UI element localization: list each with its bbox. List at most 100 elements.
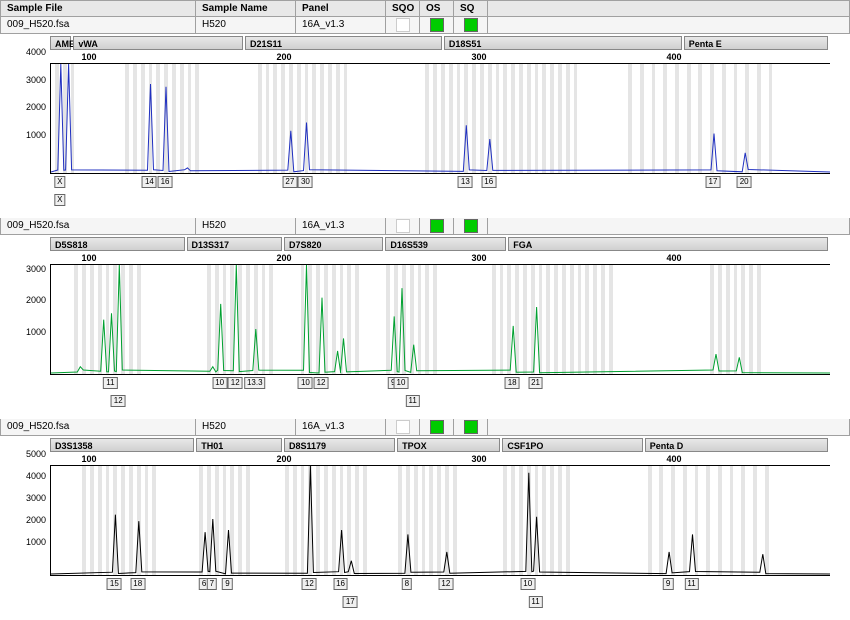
- col-sq: SQ: [454, 1, 488, 16]
- y-tick-label: 1000: [26, 130, 46, 140]
- chart-container: 1002003004001000200030004000500015186791…: [50, 454, 830, 612]
- sample-name: H520: [196, 17, 296, 33]
- column-header-row: Sample File Sample Name Panel SQO OS SQ: [0, 0, 850, 17]
- locus-segment[interactable]: TH01: [196, 438, 282, 452]
- locus-segment[interactable]: Penta D: [645, 438, 828, 452]
- y-tick-label: 4000: [26, 47, 46, 57]
- trace-line: [51, 466, 830, 574]
- x-axis: 100200300400: [50, 253, 830, 265]
- allele-call[interactable]: 11: [684, 578, 698, 590]
- allele-call[interactable]: 10: [298, 377, 313, 389]
- allele-call[interactable]: 11: [406, 395, 420, 407]
- locus-segment[interactable]: D5S818: [50, 237, 185, 251]
- locus-segment[interactable]: AMEL: [50, 36, 71, 50]
- sqo-status: [386, 17, 420, 33]
- status-ok-icon: [464, 18, 478, 32]
- allele-call[interactable]: 30: [298, 176, 313, 188]
- y-tick-label: 3000: [26, 493, 46, 503]
- plot-area[interactable]: [50, 64, 830, 174]
- trace-line: [51, 64, 830, 172]
- y-tick-label: 2000: [26, 102, 46, 112]
- col-panel: Panel: [296, 1, 386, 16]
- allele-call[interactable]: 15: [107, 578, 122, 590]
- y-axis: 10002000300040005000: [10, 454, 48, 612]
- allele-call[interactable]: 27: [282, 176, 297, 188]
- allele-call[interactable]: 13.3: [244, 377, 266, 389]
- locus-segment[interactable]: D13S317: [187, 237, 283, 251]
- allele-call[interactable]: 12: [314, 377, 329, 389]
- allele-call[interactable]: X: [54, 194, 65, 206]
- sample-file: 009_H520.fsa: [1, 218, 196, 234]
- status-ok-icon: [430, 18, 444, 32]
- locus-segment[interactable]: Penta E: [684, 36, 828, 50]
- os-status: [420, 17, 454, 33]
- x-tick-label: 100: [81, 454, 96, 464]
- locus-segment[interactable]: D16S539: [385, 237, 506, 251]
- allele-call[interactable]: 17: [343, 596, 358, 608]
- sample-file: 009_H520.fsa: [1, 17, 196, 33]
- trace-svg: [51, 64, 830, 174]
- locus-segment[interactable]: TPOX: [397, 438, 500, 452]
- allele-call[interactable]: 12: [302, 578, 317, 590]
- allele-call[interactable]: 10: [394, 377, 409, 389]
- x-tick-label: 400: [666, 454, 681, 464]
- allele-call[interactable]: 7: [207, 578, 217, 590]
- y-tick-label: 2000: [26, 295, 46, 305]
- locus-segment[interactable]: CSF1PO: [502, 438, 642, 452]
- allele-call[interactable]: 10: [212, 377, 227, 389]
- allele-call[interactable]: 9: [663, 578, 673, 590]
- x-tick-label: 400: [666, 52, 681, 62]
- allele-call[interactable]: 14: [142, 176, 157, 188]
- allele-call[interactable]: 8: [402, 578, 412, 590]
- x-tick-label: 300: [471, 52, 486, 62]
- status-ok-icon: [464, 219, 478, 233]
- plot-area[interactable]: [50, 265, 830, 375]
- electropherogram-panel: 009_H520.fsaH52016A_v1.3 AMELvWAD21S11D18…: [0, 17, 850, 210]
- locus-segment[interactable]: vWA: [73, 36, 243, 50]
- y-tick-label: 3000: [26, 75, 46, 85]
- allele-call[interactable]: 12: [111, 395, 126, 407]
- allele-call[interactable]: 11: [103, 377, 117, 389]
- locus-segment[interactable]: D18S51: [444, 36, 682, 50]
- locus-bar: D3S1358TH01D8S1179TPOXCSF1POPenta D: [50, 438, 830, 452]
- chart-container: 1002003004001000200030004000X14162730131…: [50, 52, 830, 210]
- electropherogram-panel: 009_H520.fsaH52016A_v1.3 D3S1358TH01D8S11…: [0, 419, 850, 612]
- allele-call[interactable]: 9: [222, 578, 232, 590]
- allele-call[interactable]: 13: [458, 176, 473, 188]
- trace-svg: [51, 265, 830, 375]
- panel-name: 16A_v1.3: [296, 218, 386, 234]
- allele-label-row: 11101213.310129101821: [50, 377, 830, 393]
- x-axis: 100200300400: [50, 52, 830, 64]
- os-status: [420, 419, 454, 435]
- allele-call[interactable]: X: [54, 176, 65, 188]
- sample-file: 009_H520.fsa: [1, 419, 196, 435]
- electropherogram-panel: 009_H520.fsaH52016A_v1.3D5S818D13S317D7S…: [0, 218, 850, 411]
- allele-call[interactable]: 16: [481, 176, 496, 188]
- sq-status: [454, 17, 488, 33]
- col-sample-name: Sample Name: [196, 1, 296, 16]
- allele-call[interactable]: 18: [505, 377, 520, 389]
- locus-segment[interactable]: D3S1358: [50, 438, 194, 452]
- sample-info-row: 009_H520.fsaH52016A_v1.3: [0, 419, 850, 436]
- status-empty-icon: [396, 420, 410, 434]
- allele-call[interactable]: 18: [130, 578, 145, 590]
- allele-call[interactable]: 21: [528, 377, 543, 389]
- locus-segment[interactable]: D21S11: [245, 36, 442, 50]
- allele-call[interactable]: 10: [520, 578, 535, 590]
- status-empty-icon: [396, 18, 410, 32]
- locus-segment[interactable]: D7S820: [284, 237, 383, 251]
- allele-call[interactable]: 12: [438, 578, 453, 590]
- allele-call[interactable]: 20: [737, 176, 752, 188]
- sample-info-row: 009_H520.fsaH52016A_v1.3: [0, 17, 850, 34]
- locus-segment[interactable]: D8S1179: [284, 438, 395, 452]
- allele-call[interactable]: 16: [158, 176, 173, 188]
- col-os: OS: [420, 1, 454, 16]
- allele-call[interactable]: 16: [333, 578, 348, 590]
- allele-label-row: 1518679121681210911: [50, 578, 830, 594]
- plot-area[interactable]: [50, 466, 830, 576]
- locus-segment[interactable]: FGA: [508, 237, 828, 251]
- allele-call[interactable]: 12: [228, 377, 243, 389]
- x-axis: 100200300400: [50, 454, 830, 466]
- allele-call[interactable]: 11: [528, 596, 542, 608]
- allele-call[interactable]: 17: [706, 176, 721, 188]
